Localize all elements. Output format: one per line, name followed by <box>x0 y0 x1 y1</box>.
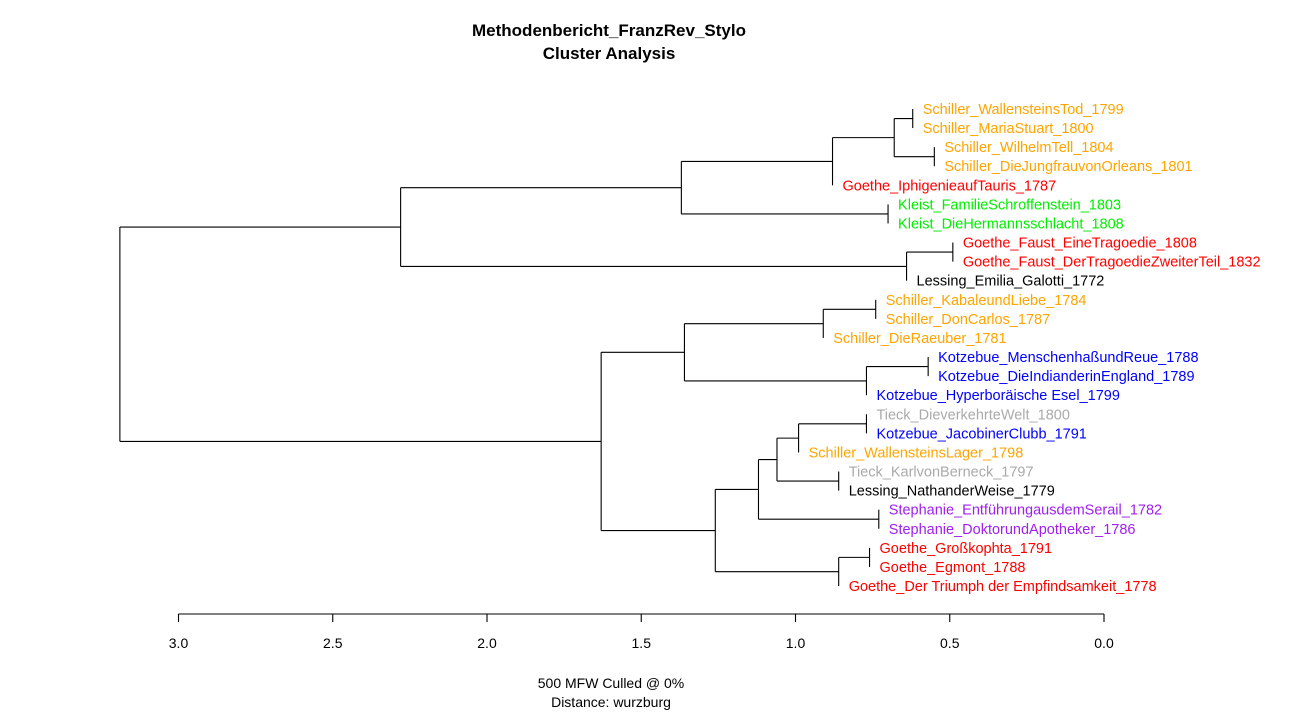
x-axis-tick-label: 0.0 <box>1094 635 1114 651</box>
leaf-label: Tieck_KarlvonBerneck_1797 <box>849 465 1034 481</box>
leaf-labels: Schiller_WallensteinsTod_1799 Schiller_Ma… <box>809 102 1261 595</box>
leaf-label: Tieck_DieverkehrteWelt_1800 <box>876 407 1069 423</box>
x-axis-tick-label: 2.5 <box>323 635 343 651</box>
leaf-label: Kotzebue_Hyperboräische Esel_1799 <box>876 388 1119 404</box>
chart-title: Methodenbericht_FranzRev_Stylo Cluster A… <box>472 21 746 63</box>
leaf-label: Lessing_NathanderWeise_1779 <box>849 484 1055 500</box>
leaf-label: Schiller_WallensteinsTod_1799 <box>923 102 1124 118</box>
leaf-label: Schiller_KabaleundLiebe_1784 <box>886 293 1087 309</box>
leaf-label: Goethe_Faust_EineTragoedie_1808 <box>963 236 1197 252</box>
footer-mfw-label: 500 MFW Culled @ 0% <box>538 675 684 691</box>
leaf-label: Kotzebue_DieIndianderinEngland_1789 <box>938 369 1194 385</box>
leaf-label: Schiller_DieRaeuber_1781 <box>833 331 1006 347</box>
x-axis-tick-label: 0.5 <box>940 635 960 651</box>
footer-distance-label: Distance: wurzburg <box>551 694 671 710</box>
leaf-label: Schiller_WilhelmTell_1804 <box>944 140 1113 156</box>
leaf-label: Schiller_WallensteinsLager_1798 <box>809 445 1024 461</box>
x-axis-tick-label: 1.5 <box>632 635 652 651</box>
leaf-label: Kleist_FamilieSchroffenstein_1803 <box>898 197 1121 213</box>
dendrogram-branches <box>119 109 954 586</box>
x-axis-tick-label: 1.0 <box>786 635 806 651</box>
leaf-label: Goethe_Der Triumph der Empfindsamkeit_17… <box>849 579 1157 595</box>
leaf-label: Lessing_Emilia_Galotti_1772 <box>917 274 1105 290</box>
leaf-label: Kotzebue_MenschenhaßundReue_1788 <box>938 350 1198 366</box>
leaf-label: Kotzebue_JacobinerClubb_1791 <box>876 426 1086 442</box>
x-axis-tick-label: 3.0 <box>169 635 189 651</box>
x-axis: 3.0 2.5 2.0 1.5 1.0 0.5 0.0 <box>169 613 1114 651</box>
leaf-label: Schiller_DonCarlos_1787 <box>886 312 1050 328</box>
leaf-label: Goethe_Egmont_1788 <box>880 560 1026 576</box>
leaf-label: Stephanie_EntführungausdemSerail_1782 <box>889 503 1162 519</box>
leaf-label: Goethe_Großkophta_1791 <box>880 541 1053 557</box>
leaf-label: Stephanie_DoktorundApotheker_1786 <box>889 522 1136 538</box>
leaf-label: Kleist_DieHermannsschlacht_1808 <box>898 216 1124 232</box>
chart-footer: 500 MFW Culled @ 0% Distance: wurzburg <box>538 675 684 710</box>
leaf-label: Goethe_IphigenieaufTauris_1787 <box>843 178 1057 194</box>
leaf-label: Schiller_DieJungfrauvonOrleans_1801 <box>944 159 1192 175</box>
leaf-label: Schiller_MariaStuart_1800 <box>923 121 1094 137</box>
chart-title-line-1: Methodenbericht_FranzRev_Stylo <box>472 21 746 40</box>
leaf-label: Goethe_Faust_DerTragoedieZweiterTeil_183… <box>963 255 1261 271</box>
chart-title-line-2: Cluster Analysis <box>543 44 676 63</box>
x-axis-tick-label: 2.0 <box>477 635 497 651</box>
